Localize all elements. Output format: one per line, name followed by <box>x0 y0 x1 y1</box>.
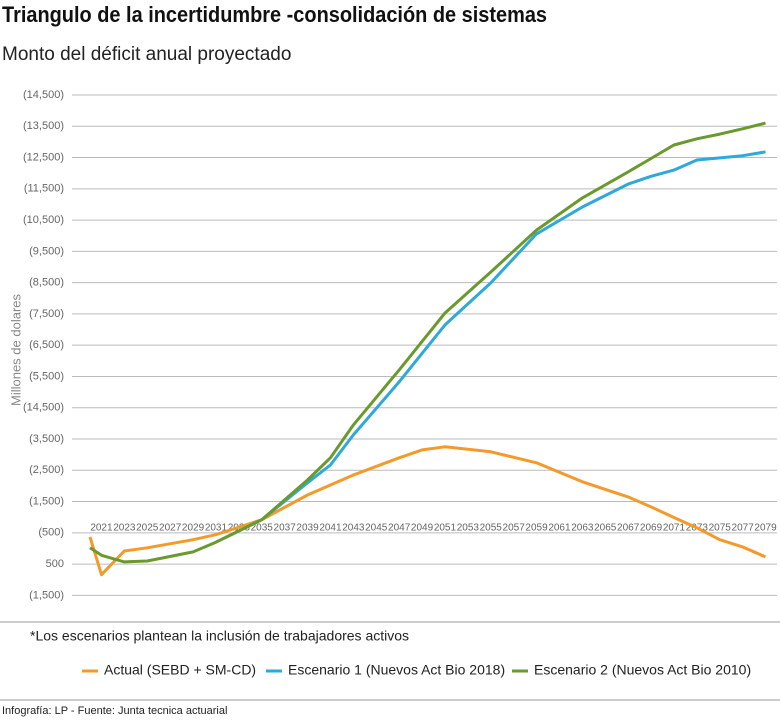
y-tick-label: (14,500) <box>23 402 64 414</box>
x-tick-label: 2043 <box>342 523 365 534</box>
x-tick-label: 2055 <box>480 523 503 534</box>
x-tick-label: 2065 <box>594 523 617 534</box>
y-tick-label: (500) <box>38 527 64 539</box>
y-tick-label: (1,500) <box>29 495 64 507</box>
y-tick-label: (5,500) <box>29 370 64 382</box>
y-tick-label: (7,500) <box>29 308 64 320</box>
series-line <box>89 121 766 564</box>
x-tick-label: 2059 <box>525 523 548 534</box>
series-line <box>88 445 767 577</box>
legend-label: Actual (SEBD + SM-CD) <box>104 662 256 678</box>
x-tick-label: 2023 <box>113 523 136 534</box>
x-tick-label: 2057 <box>503 523 526 534</box>
y-tick-label: (2,500) <box>29 464 64 476</box>
x-tick-label: 2021 <box>90 523 113 534</box>
x-tick-label: 2063 <box>571 523 594 534</box>
chart-title: Triangulo de la incertidumbre -consolida… <box>2 2 547 27</box>
x-tick-label: 2061 <box>548 523 571 534</box>
note: *Los escenarios plantean la inclusión de… <box>30 628 409 644</box>
y-tick-label: (14,500) <box>23 89 64 101</box>
x-tick-label: 2035 <box>251 523 274 534</box>
y-tick-label: (8,500) <box>29 277 64 289</box>
y-axis-label: Millones de dolares <box>8 294 23 407</box>
y-tick-label: (12,500) <box>23 151 64 163</box>
x-tick-label: 2049 <box>411 523 434 534</box>
y-tick-label: (9,500) <box>29 245 64 257</box>
x-tick-label: 2051 <box>434 523 457 534</box>
x-tick-label: 2039 <box>296 523 319 534</box>
x-tick-label: 2075 <box>709 523 732 534</box>
series-line <box>215 150 766 544</box>
chart-subtitle: Monto del déficit anual proyectado <box>2 44 291 65</box>
x-tick-label: 2053 <box>457 523 480 534</box>
x-tick-label: 2037 <box>274 523 297 534</box>
x-tick-label: 2077 <box>732 523 755 534</box>
y-tick-label: (10,500) <box>23 214 64 226</box>
x-tick-label: 2069 <box>640 523 663 534</box>
source: Infografía: LP - Fuente: Junta tecnica a… <box>2 705 227 717</box>
x-tick-label: 2025 <box>136 523 159 534</box>
x-tick-label: 2047 <box>388 523 411 534</box>
x-tick-label: 2041 <box>319 523 342 534</box>
y-tick-label: (11,500) <box>24 183 64 195</box>
x-tick-label: 2029 <box>182 523 205 534</box>
y-tick-label: (1,500) <box>29 589 64 601</box>
legend-label: Escenario 2 (Nuevos Act Bio 2010) <box>534 662 751 678</box>
x-tick-label: 2031 <box>205 523 228 534</box>
legend-label: Escenario 1 (Nuevos Act Bio 2018) <box>288 662 505 678</box>
x-tick-label: 2071 <box>663 523 686 534</box>
x-tick-label: 2027 <box>159 523 182 534</box>
y-tick-label: (3,500) <box>29 433 64 445</box>
x-tick-label: 2079 <box>754 523 777 534</box>
x-tick-label: 2045 <box>365 523 388 534</box>
y-tick-label: (6,500) <box>29 339 64 351</box>
x-tick-label: 2067 <box>617 523 640 534</box>
y-tick-label: 500 <box>46 558 64 570</box>
y-tick-label: (13,500) <box>23 120 64 132</box>
